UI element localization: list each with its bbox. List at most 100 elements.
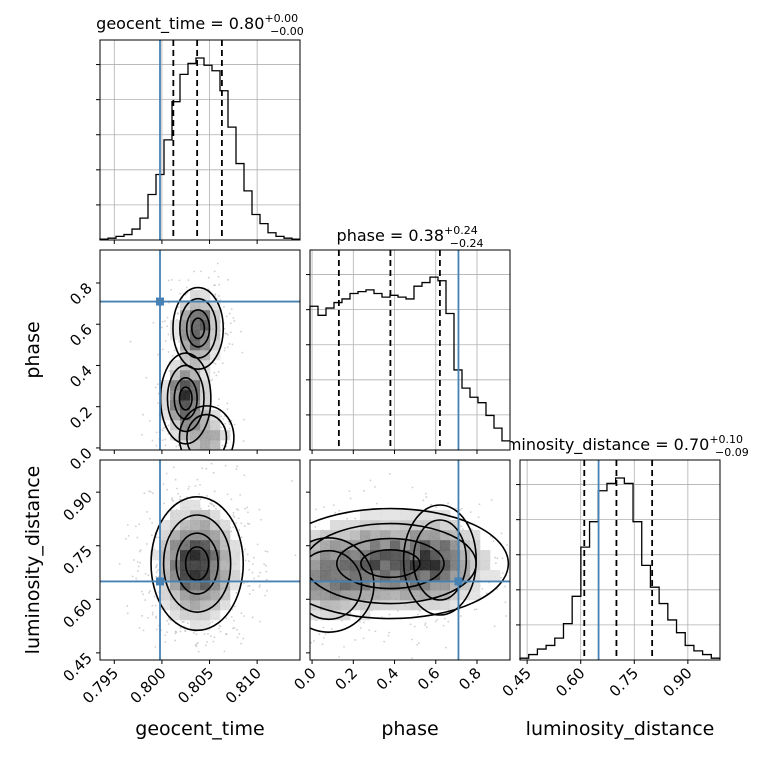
sample-point <box>383 640 386 643</box>
density-bin <box>180 340 191 351</box>
density-bin <box>230 580 241 591</box>
density-bin <box>380 560 391 571</box>
density-bin <box>330 520 341 531</box>
density-bin <box>200 380 211 391</box>
density-bin <box>210 420 221 431</box>
sample-point <box>494 562 497 565</box>
sample-point <box>209 635 212 638</box>
sample-point <box>142 413 145 416</box>
sample-point <box>166 619 169 622</box>
density-bin <box>420 510 431 521</box>
sample-point <box>422 499 425 502</box>
density-bin <box>400 560 411 571</box>
panel-background <box>310 250 510 450</box>
sample-point <box>145 376 148 379</box>
sample-point <box>152 321 155 324</box>
sample-point <box>222 418 225 420</box>
sample-point <box>244 548 246 551</box>
sample-point <box>164 438 167 441</box>
density-bin <box>310 570 321 581</box>
sample-point <box>388 631 391 634</box>
density-bin <box>180 430 191 441</box>
density-bin <box>160 590 171 601</box>
density-bin <box>330 600 341 611</box>
sample-point <box>164 634 167 637</box>
density-panel-phase-luminosity_distance: 0.0 0.2 0.4 0.6 0.8 <box>290 459 511 694</box>
sample-point <box>195 643 198 645</box>
density-bin <box>380 540 391 551</box>
sample-point <box>410 638 413 641</box>
density-bin <box>360 510 371 521</box>
sample-point <box>388 473 391 475</box>
sample-point <box>207 633 209 635</box>
density-bin <box>360 530 371 541</box>
density-bin <box>170 410 181 421</box>
sample-point <box>258 508 261 511</box>
density-bin <box>420 550 431 561</box>
density-contour <box>310 537 375 633</box>
sample-point <box>230 530 233 533</box>
sample-point <box>218 295 220 297</box>
sample-point <box>193 270 195 273</box>
density-bin <box>160 540 171 551</box>
sample-point <box>374 486 376 488</box>
sample-point <box>135 577 138 580</box>
sample-point <box>212 361 215 364</box>
sample-point <box>211 378 214 381</box>
density-bin <box>200 340 211 351</box>
sample-point <box>259 571 262 574</box>
density-bin <box>200 610 211 621</box>
panel-frame <box>309 459 511 661</box>
density-bin <box>360 560 371 571</box>
sample-point <box>246 553 249 556</box>
sample-point <box>157 353 159 356</box>
density-bin <box>210 610 221 621</box>
density-bin <box>380 570 391 581</box>
density-bin <box>390 570 401 581</box>
sample-point <box>501 572 504 575</box>
density-bin <box>420 570 431 581</box>
sample-point <box>424 492 427 495</box>
density-bin <box>390 590 401 601</box>
sample-point <box>138 627 141 629</box>
density-bin <box>200 330 211 341</box>
density-bin <box>180 440 191 450</box>
density-bin <box>380 550 391 561</box>
sample-point <box>230 331 232 334</box>
sample-point <box>506 544 508 546</box>
sample-point <box>369 479 372 482</box>
density-bin <box>200 580 211 591</box>
density-bin <box>170 600 181 611</box>
sample-point <box>179 495 182 498</box>
sample-point <box>257 575 260 578</box>
density-content <box>129 262 245 450</box>
density-bin <box>190 300 201 311</box>
sample-point <box>235 508 238 510</box>
sample-point <box>247 560 250 563</box>
sample-point <box>167 333 170 336</box>
sample-point <box>146 511 148 513</box>
sample-point <box>142 629 145 632</box>
density-bin <box>180 610 191 621</box>
sample-point <box>244 559 247 562</box>
density-bin <box>150 550 161 561</box>
sample-point <box>501 557 504 560</box>
sample-point <box>218 398 220 401</box>
density-bin <box>190 350 201 361</box>
sample-point <box>253 577 256 580</box>
sample-point <box>166 488 168 491</box>
density-bin <box>320 540 331 551</box>
density-bin <box>160 400 171 411</box>
density-bin <box>210 430 221 441</box>
sample-point <box>224 633 227 636</box>
sample-point <box>496 588 499 591</box>
density-bin <box>400 600 411 611</box>
density-bin <box>170 380 181 391</box>
sample-point <box>175 445 178 448</box>
density-bin <box>380 580 391 591</box>
density-bin <box>320 590 331 601</box>
sample-point <box>167 351 170 353</box>
sample-point <box>230 308 233 311</box>
sample-point <box>211 621 214 623</box>
density-bin <box>190 560 201 571</box>
